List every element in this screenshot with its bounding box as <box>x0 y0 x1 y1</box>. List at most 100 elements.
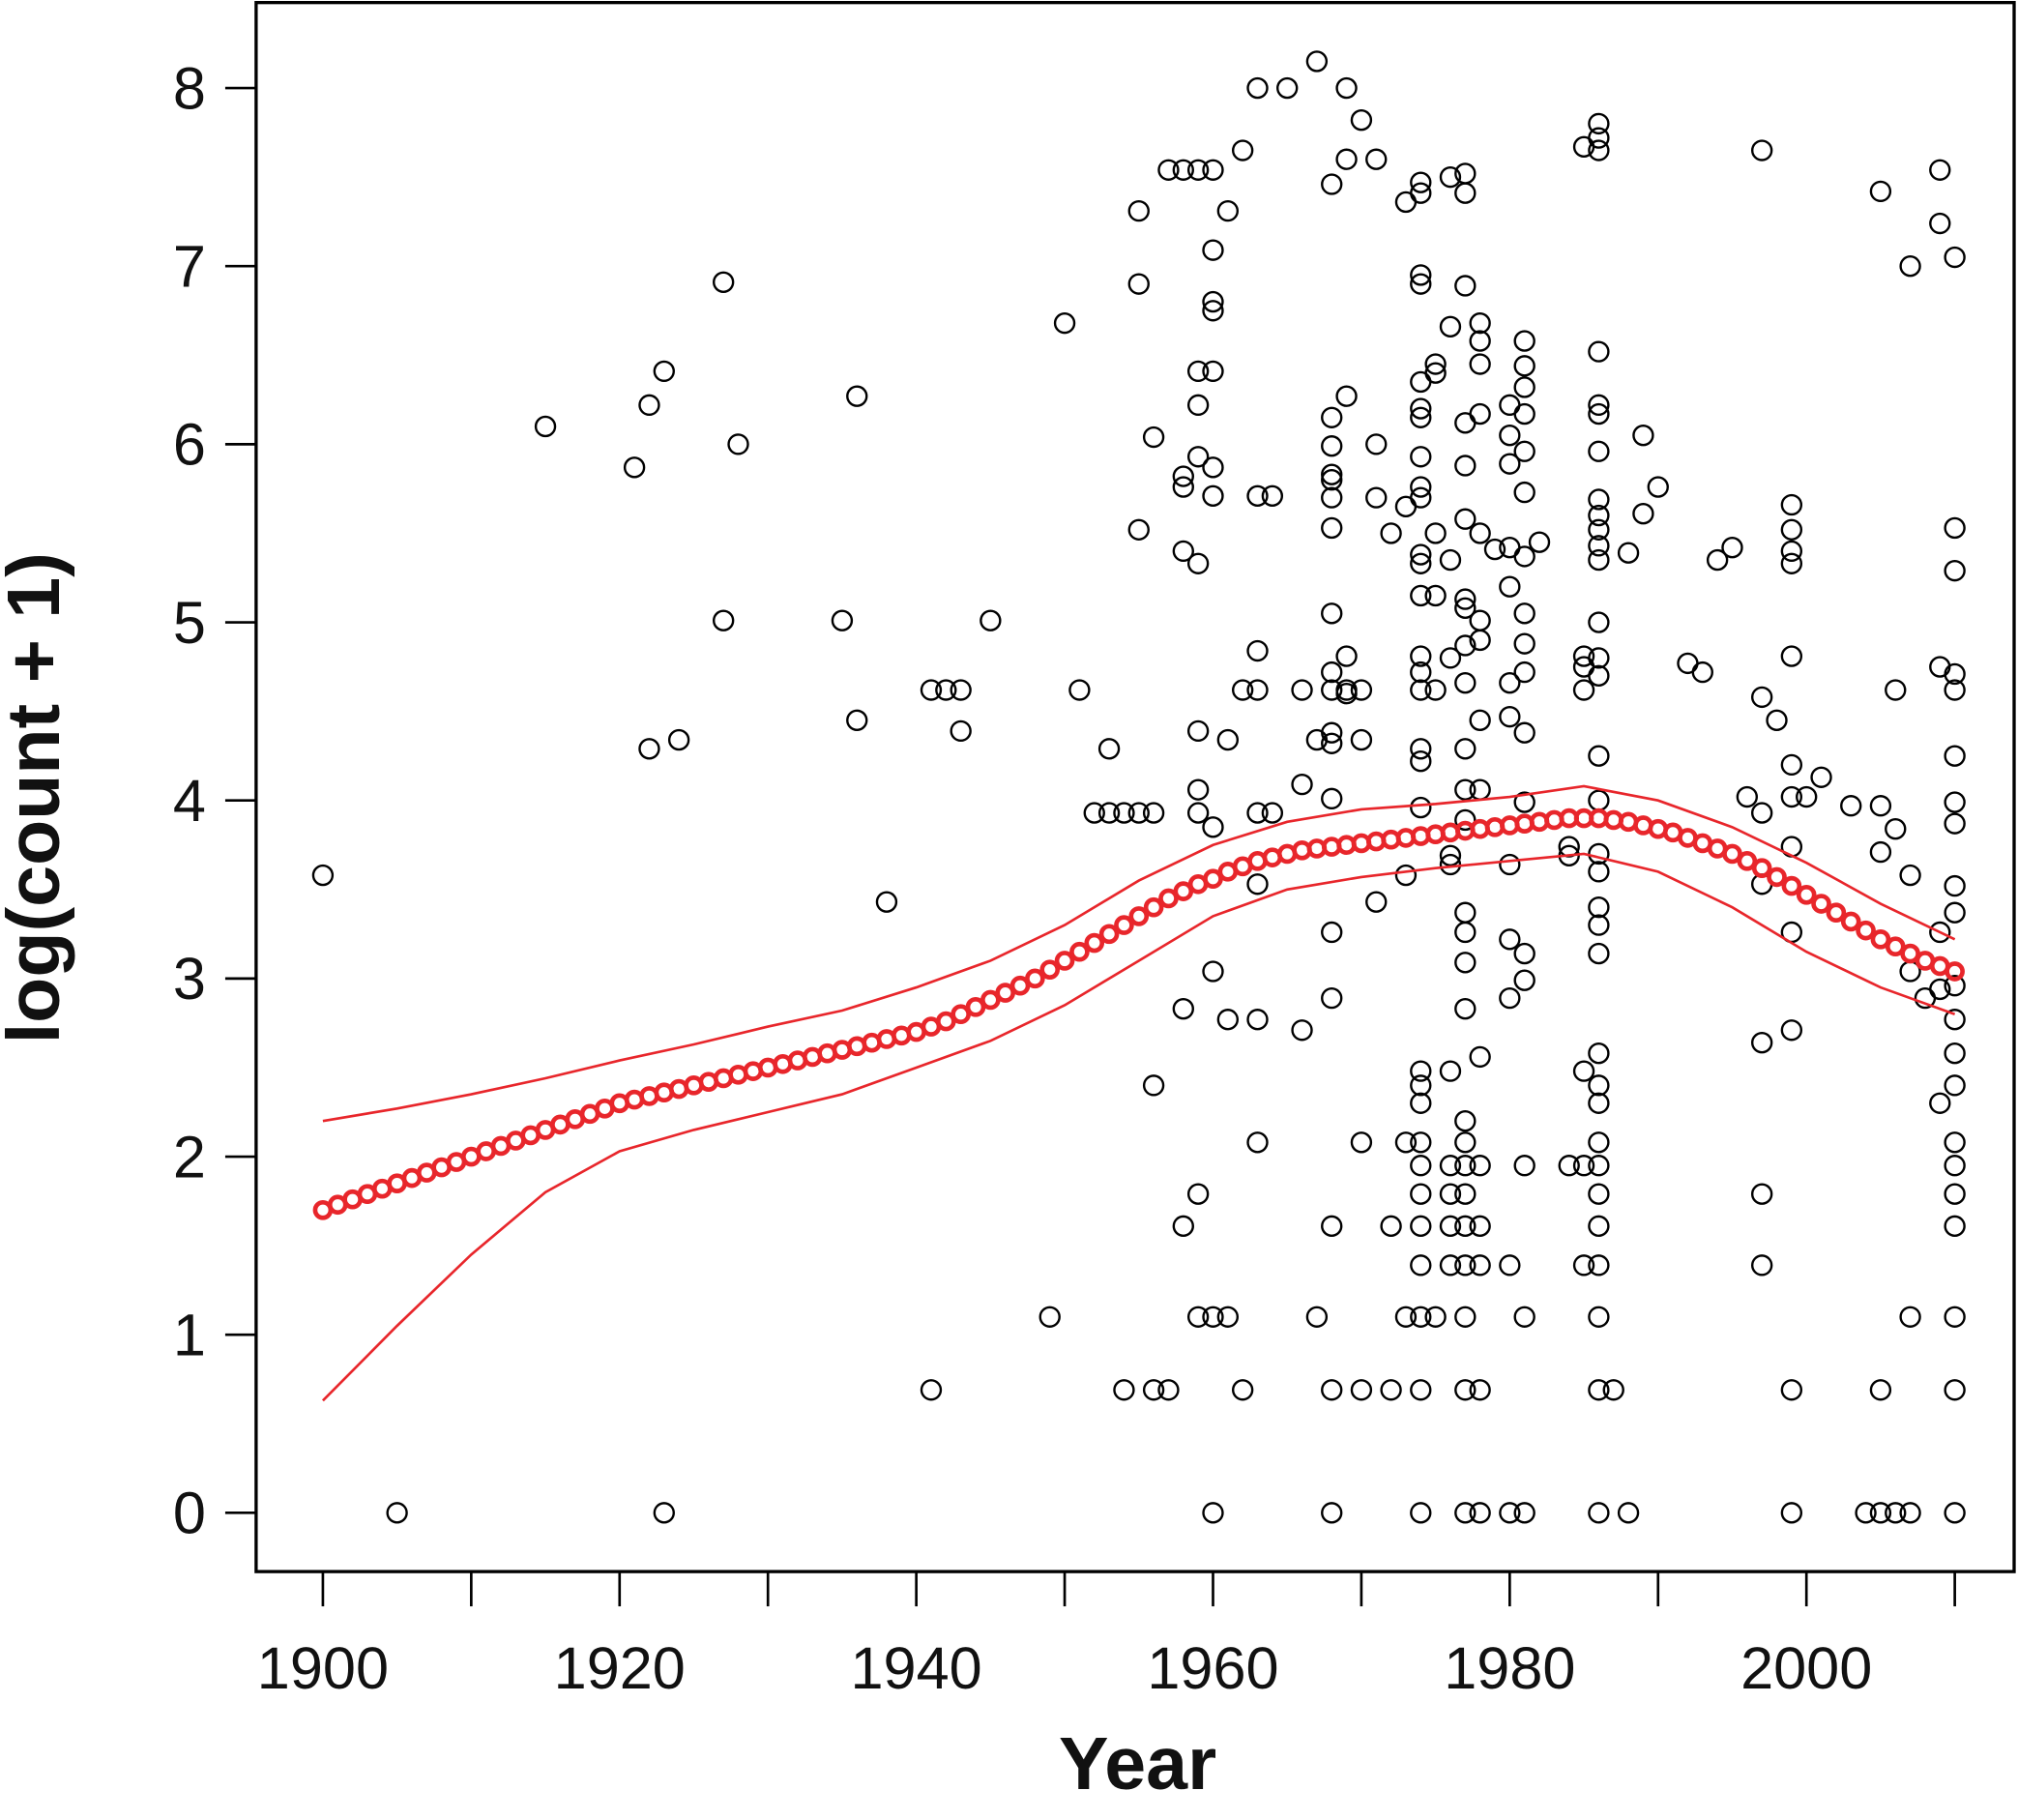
data-point <box>1588 518 1610 541</box>
fit-point <box>1900 943 1920 964</box>
data-point <box>1513 1502 1535 1524</box>
data-point <box>1706 548 1729 572</box>
data-point <box>1157 159 1180 181</box>
fit-point <box>1054 951 1075 971</box>
data-point <box>1202 159 1224 181</box>
data-point <box>1513 481 1535 504</box>
data-point <box>1885 1502 1907 1524</box>
data-point <box>1439 1215 1462 1238</box>
data-point <box>1186 159 1210 181</box>
data-point <box>727 433 749 455</box>
data-point <box>1350 1379 1373 1401</box>
data-point <box>1186 394 1210 417</box>
data-point <box>1588 842 1610 866</box>
data-point <box>638 394 660 417</box>
data-point <box>1469 1254 1491 1277</box>
data-point <box>1439 548 1462 572</box>
fit-point <box>965 997 986 1017</box>
x-axis-title: Year <box>1059 1722 1216 1805</box>
data-point <box>1350 679 1373 701</box>
data-point <box>1885 679 1907 701</box>
data-point <box>980 609 1002 631</box>
data-point <box>1216 1306 1240 1328</box>
data-point <box>1588 1042 1610 1065</box>
data-point <box>1780 552 1803 574</box>
fit-point <box>1722 843 1742 865</box>
fit-point <box>951 1004 971 1025</box>
data-point <box>1691 660 1713 684</box>
data-point <box>1469 1155 1491 1177</box>
data-point <box>1172 159 1194 181</box>
data-point <box>1321 173 1343 195</box>
data-point <box>1424 1306 1447 1328</box>
data-point <box>1053 311 1076 335</box>
data-point <box>1632 503 1654 525</box>
data-point <box>1588 745 1610 767</box>
data-point <box>1780 1019 1803 1042</box>
fit-point <box>1885 936 1906 957</box>
data-point <box>1321 406 1343 428</box>
x-tick-label: 2000 <box>1740 1635 1872 1701</box>
data-point <box>1068 679 1091 701</box>
data-point <box>1454 508 1477 530</box>
data-point <box>1588 914 1610 936</box>
data-point <box>1454 1215 1477 1238</box>
data-point <box>1588 1306 1610 1328</box>
data-point <box>1513 330 1535 352</box>
fit-point <box>936 1011 956 1032</box>
data-point <box>1246 484 1269 507</box>
data-point <box>1276 76 1299 100</box>
data-point <box>1499 424 1521 447</box>
data-point <box>1499 986 1521 1010</box>
data-point <box>1469 311 1491 335</box>
data-point <box>1469 353 1491 375</box>
data-point <box>1216 199 1240 222</box>
data-point <box>1588 942 1610 965</box>
data-point <box>1261 484 1284 507</box>
data-point <box>1142 1074 1165 1097</box>
data-point <box>1899 1502 1921 1524</box>
data-point <box>1321 787 1343 810</box>
data-point <box>1499 1254 1521 1277</box>
data-point <box>1944 679 1966 701</box>
data-point <box>1186 552 1210 574</box>
data-point <box>1513 791 1535 813</box>
data-point <box>1127 802 1150 824</box>
y-tick-label: 5 <box>173 590 206 656</box>
y-tick-label: 8 <box>173 55 206 121</box>
data-point <box>1454 455 1477 477</box>
data-point <box>1394 495 1418 518</box>
data-point <box>1454 808 1477 832</box>
data-point <box>1454 412 1477 434</box>
data-point <box>1944 559 1966 582</box>
data-point <box>1810 766 1832 788</box>
data-point <box>1588 647 1610 669</box>
data-point <box>311 864 335 887</box>
data-point <box>1944 812 1966 835</box>
data-point <box>1869 840 1892 864</box>
data-point <box>1410 1155 1432 1177</box>
data-point <box>1869 795 1892 817</box>
data-point <box>1394 864 1418 887</box>
data-point <box>1780 753 1803 777</box>
fit-point <box>1751 858 1772 879</box>
data-point <box>1410 182 1432 204</box>
data-point <box>1113 1379 1135 1401</box>
data-point <box>1454 921 1477 944</box>
data-point <box>712 271 735 293</box>
x-tick-label: 1900 <box>257 1635 389 1701</box>
data-point <box>1499 928 1521 951</box>
data-point <box>1588 611 1610 633</box>
data-point <box>1929 978 1951 1001</box>
data-point <box>1321 1215 1343 1238</box>
fit-point <box>980 989 1001 1011</box>
data-point <box>1335 148 1358 170</box>
fit-point <box>1767 866 1787 888</box>
data-point <box>1365 891 1388 913</box>
data-point <box>1454 671 1477 694</box>
data-point <box>1869 1502 1892 1524</box>
data-point <box>1410 584 1432 607</box>
x-tick-label: 1920 <box>554 1635 686 1701</box>
data-point <box>1588 548 1610 572</box>
data-point <box>1454 1306 1477 1328</box>
